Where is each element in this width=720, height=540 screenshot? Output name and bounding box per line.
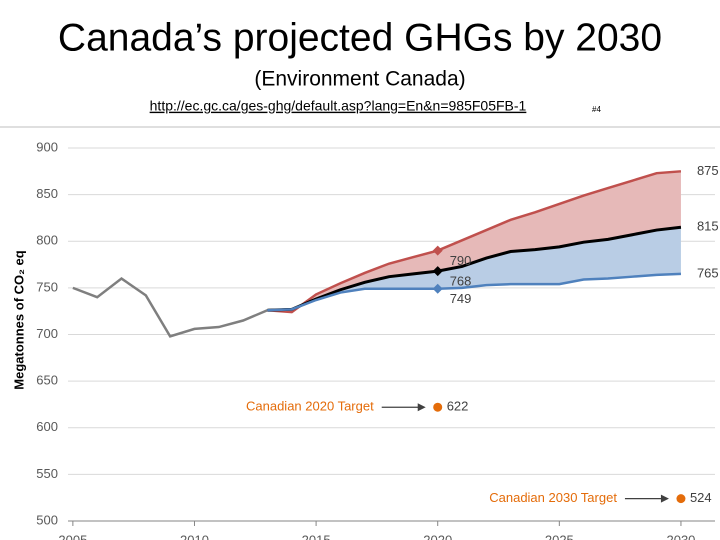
source-link[interactable]: http://ec.gc.ca/ges-ghg/default.asp?lang…: [150, 98, 527, 114]
series-line: [267, 225, 682, 312]
y-tick-label: 700: [36, 326, 58, 341]
slide-number: #4: [592, 105, 601, 114]
target-label: Canadian 2020 Target: [246, 399, 374, 414]
marker: [432, 266, 443, 277]
y-tick-label: 600: [36, 419, 58, 434]
target-point: [433, 402, 443, 412]
x-tick-label: 2030: [666, 532, 695, 540]
data-label: 875: [697, 163, 719, 178]
band: [267, 171, 681, 313]
x-tick-label: 2005: [58, 532, 87, 540]
data-label: 765: [697, 265, 719, 280]
band: [267, 227, 681, 311]
data-label: 749: [450, 291, 472, 306]
y-tick-label: 650: [36, 373, 58, 388]
y-axis-label: Megatonnes of CO₂ eq: [11, 250, 26, 389]
y-tick-label: 500: [36, 512, 58, 527]
y-tick-label: 550: [36, 466, 58, 481]
y-tick-label: 900: [36, 139, 58, 154]
x-tick-label: 2025: [545, 532, 574, 540]
series-line: [267, 170, 682, 314]
series-line: [72, 277, 292, 338]
slide-title: Canada’s projected GHGs by 2030: [58, 16, 662, 59]
data-label: 815: [697, 219, 719, 234]
y-tick-label: 750: [36, 279, 58, 294]
target-point: [676, 494, 686, 504]
target-value: 622: [447, 399, 469, 414]
slide-subtitle: (Environment Canada): [254, 68, 465, 91]
x-tick-label: 2015: [302, 532, 331, 540]
data-label: 768: [450, 274, 472, 289]
target-label: Canadian 2030 Target: [489, 490, 617, 505]
target-value: 524: [690, 490, 712, 505]
target-arrowhead: [660, 494, 669, 503]
data-label: 790: [450, 253, 472, 268]
series-line: [267, 272, 681, 312]
x-tick-label: 2010: [180, 532, 209, 540]
marker: [432, 283, 443, 294]
x-tick-label: 2020: [423, 532, 452, 540]
y-tick-label: 850: [36, 186, 58, 201]
target-arrowhead: [417, 403, 426, 412]
y-tick-label: 800: [36, 233, 58, 248]
marker: [432, 245, 443, 256]
